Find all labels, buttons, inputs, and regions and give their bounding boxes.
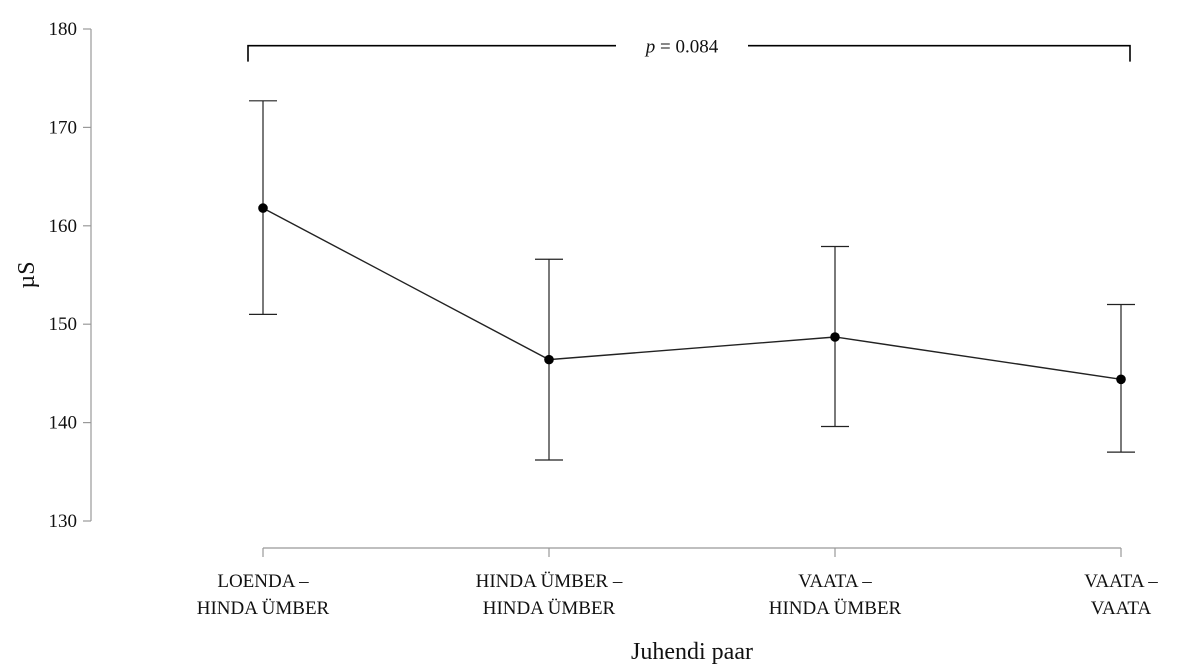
x-tick-label: VAATA – HINDA ÜMBER xyxy=(769,571,902,619)
y-axis: 130 140 150 160 170 180 xyxy=(49,19,92,532)
x-tick-label-line: LOENDA – xyxy=(217,571,309,592)
error-bars xyxy=(249,100,1135,461)
y-tick-label: 140 xyxy=(49,413,78,434)
y-tick-label: 160 xyxy=(49,216,78,237)
data-point xyxy=(258,203,268,213)
p-value-symbol: p xyxy=(644,37,656,58)
x-tick-label-line: HINDA ÜMBER xyxy=(197,598,330,619)
y-tick-label: 180 xyxy=(49,19,78,40)
x-tick-label: VAATA – VAATA xyxy=(1084,571,1158,619)
data-point xyxy=(830,332,840,342)
x-tick-label-line: VAATA xyxy=(1091,598,1152,619)
x-tick-label-line: HINDA ÜMBER xyxy=(769,598,902,619)
series-line xyxy=(262,207,1122,380)
bracket-right xyxy=(748,44,1131,62)
x-tick-label-line: VAATA – xyxy=(798,571,872,592)
data-point xyxy=(1116,374,1126,385)
x-tick-label-line: VAATA – xyxy=(1084,571,1158,592)
y-tick-label: 150 xyxy=(49,314,78,335)
x-axis-title: Juhendi paar xyxy=(631,639,753,665)
y-axis-title: µS xyxy=(14,261,40,288)
x-tick-label: HINDA ÜMBER – HINDA ÜMBER xyxy=(476,571,623,619)
x-tick-label-line: HINDA ÜMBER – xyxy=(476,571,623,592)
series-line-group xyxy=(258,203,1126,385)
y-tick-label: 170 xyxy=(49,117,78,138)
data-point xyxy=(544,354,554,365)
x-tick-label: LOENDA – HINDA ÜMBER xyxy=(197,571,330,619)
significance-annotation: p = 0.084 xyxy=(247,37,1131,62)
y-tick-label: 130 xyxy=(49,511,78,532)
p-value-label: p = 0.084 xyxy=(644,37,719,58)
x-tick-label-line: HINDA ÜMBER xyxy=(483,598,616,619)
bracket-left xyxy=(247,44,616,62)
p-value-number: = 0.084 xyxy=(655,37,718,58)
